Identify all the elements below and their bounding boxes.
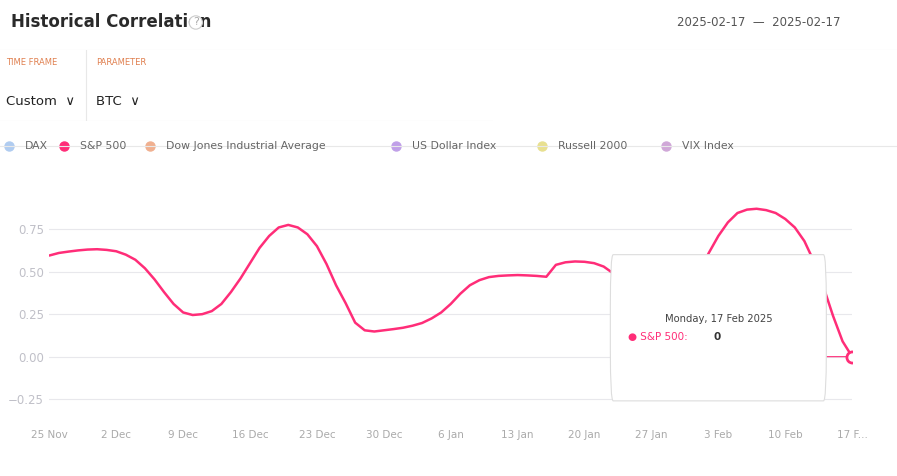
Text: 0: 0 (714, 332, 721, 343)
Text: Russell 2000: Russell 2000 (558, 141, 628, 151)
Text: DAX: DAX (25, 141, 48, 151)
Text: 2025-02-17  —  2025-02-17: 2025-02-17 — 2025-02-17 (677, 16, 840, 29)
FancyBboxPatch shape (610, 255, 826, 401)
Text: ?: ? (193, 18, 199, 28)
Text: S&P 500: S&P 500 (81, 141, 126, 151)
Text: BTC  ∨: BTC ∨ (96, 95, 140, 108)
Text: Dow Jones Industrial Average: Dow Jones Industrial Average (166, 141, 326, 151)
Text: ● S&P 500:: ● S&P 500: (628, 332, 691, 343)
Text: PARAMETER: PARAMETER (96, 59, 146, 67)
Text: VIX Index: VIX Index (682, 141, 734, 151)
Text: Custom  ∨: Custom ∨ (6, 95, 75, 108)
Text: Historical Correlation: Historical Correlation (11, 13, 211, 31)
Text: Monday, 17 Feb 2025: Monday, 17 Feb 2025 (665, 314, 772, 324)
Text: US Dollar Index: US Dollar Index (412, 141, 496, 151)
Text: TIME FRAME: TIME FRAME (6, 59, 57, 67)
